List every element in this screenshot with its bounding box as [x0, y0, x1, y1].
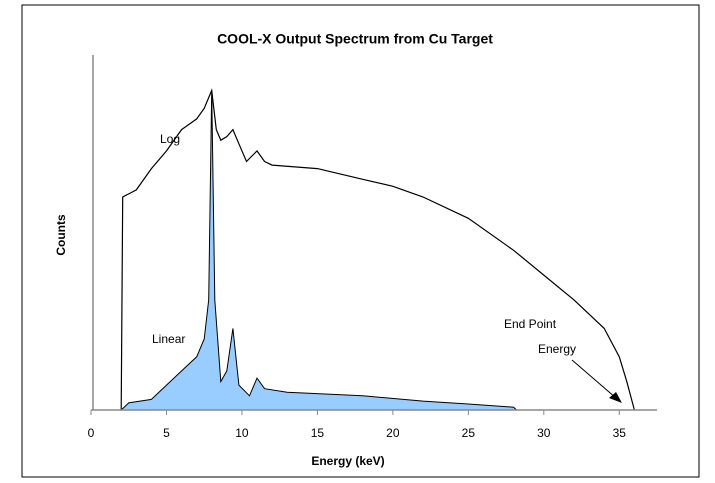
- x-tick-label: 15: [311, 426, 325, 440]
- series-label: Linear: [152, 332, 185, 346]
- x-tick-label: 0: [88, 426, 95, 440]
- plot-area: 0 5 10 15 20 25 30 35: [88, 55, 657, 440]
- x-tick-label: 25: [462, 426, 476, 440]
- x-tick-label: 5: [163, 426, 170, 440]
- x-tick-label: 35: [613, 426, 627, 440]
- line: [120, 88, 635, 411]
- annotation-arrowhead: [609, 392, 622, 403]
- annotation: Energy: [538, 342, 576, 356]
- area: [119, 90, 518, 411]
- x-tick-label: 10: [235, 426, 249, 440]
- x-tick-label: 20: [386, 426, 400, 440]
- annotation: End Point: [504, 317, 557, 331]
- annotation-arrow: [571, 359, 617, 399]
- y-axis-label: Counts: [54, 214, 68, 256]
- chart-title: COOL-X Output Spectrum from Cu Target: [217, 31, 493, 47]
- x-axis-label: Energy (keV): [311, 454, 384, 468]
- series-label: Log: [160, 132, 180, 146]
- x-tick-label: 30: [537, 426, 551, 440]
